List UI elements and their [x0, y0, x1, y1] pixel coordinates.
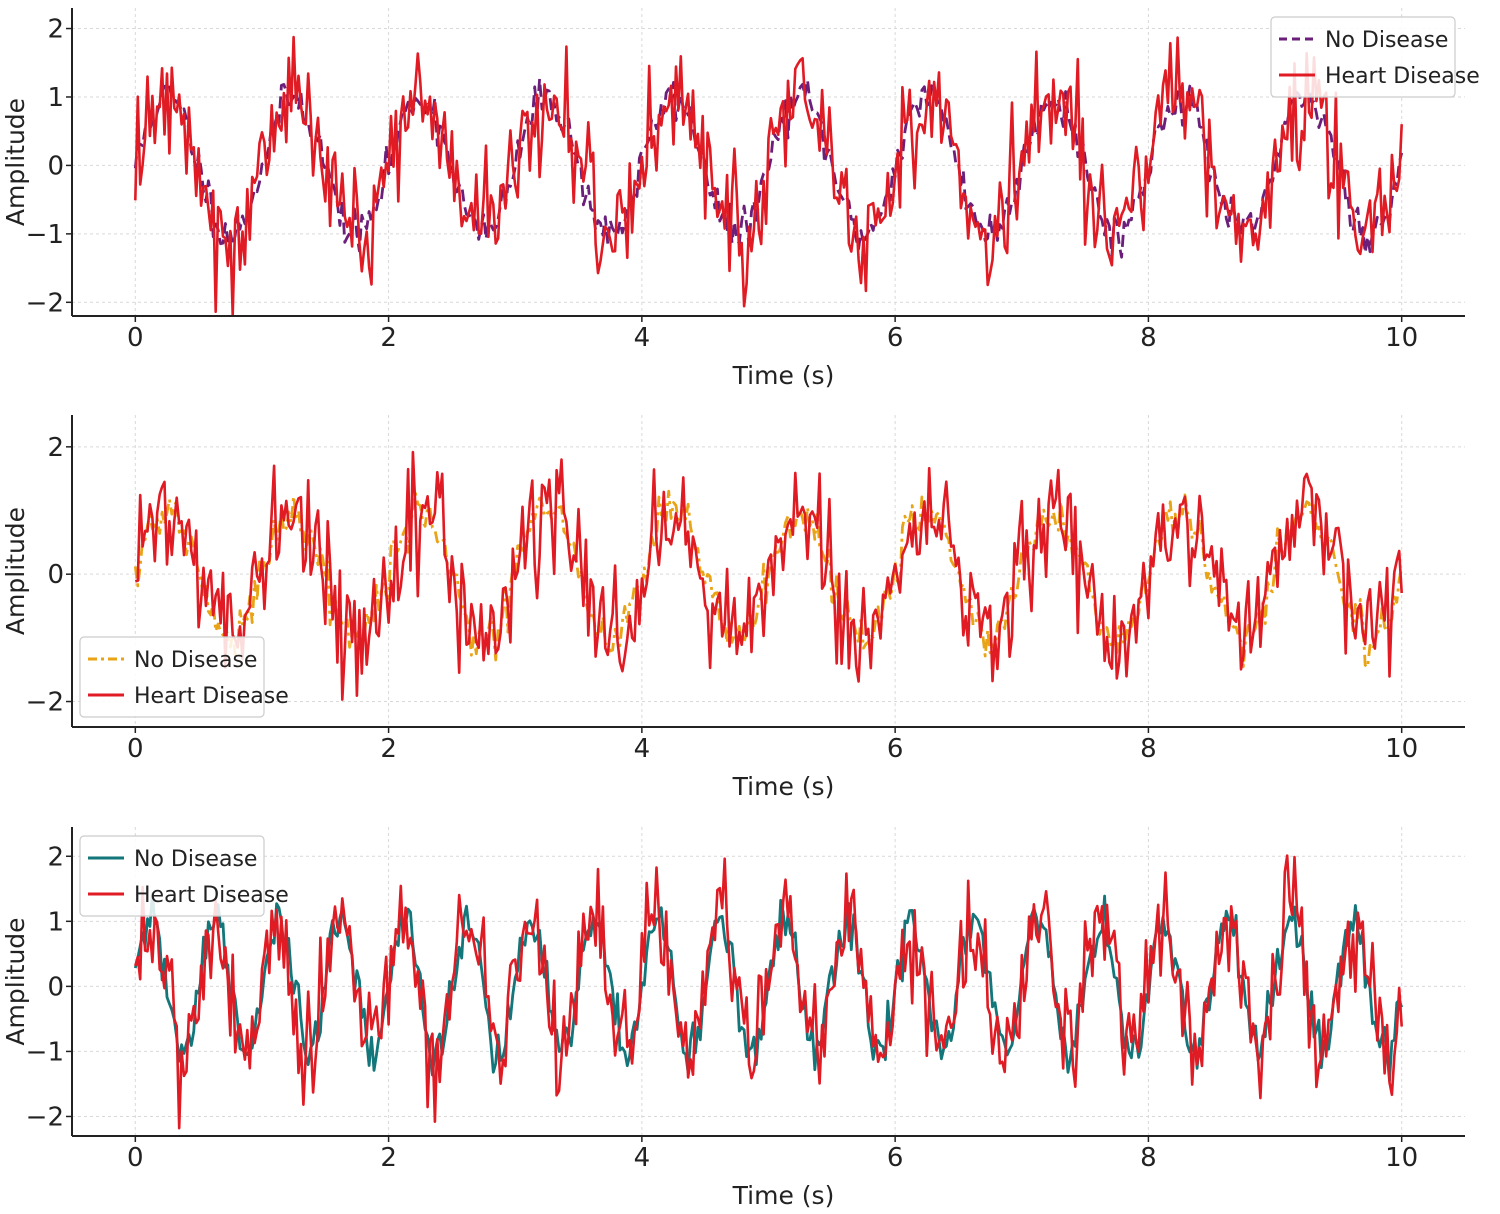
legend-box	[79, 636, 265, 718]
legend-box	[1270, 16, 1456, 98]
x-tick-label: 6	[887, 734, 904, 764]
y-tick-label: 0	[47, 972, 64, 1002]
series-line-heart-disease	[134, 35, 1403, 316]
panel-3: 0 2 4 6 8 10 −2 −1 0 1 2 Time (s) Amplitude No Diseas…	[1, 827, 1465, 1210]
y-tick-label: −2	[26, 1102, 64, 1132]
legend-label: Heart Disease	[134, 684, 289, 709]
x-tick-label: 10	[1385, 323, 1418, 353]
y-tick-label: 1	[47, 83, 64, 113]
series-group	[133, 35, 1404, 316]
series-line-no-disease	[133, 77, 1404, 259]
x-axis-label: Time (s)	[732, 361, 835, 390]
legend-label: No Disease	[134, 648, 257, 673]
x-tick-label: 8	[1140, 734, 1157, 764]
y-tick-label: 2	[47, 15, 64, 45]
y-tick-label: −1	[26, 1037, 64, 1067]
legend: No Disease Heart Disease	[79, 636, 289, 718]
x-tick-label: 6	[887, 323, 904, 353]
series-group	[133, 854, 1404, 1130]
x-tick-label: 10	[1385, 734, 1418, 764]
x-tick-label: 4	[634, 323, 651, 353]
x-tick-label: 0	[127, 734, 144, 764]
x-tick-label: 8	[1140, 323, 1157, 353]
y-axis-label: Amplitude	[1, 98, 30, 226]
series-line-heart-disease	[134, 450, 1403, 701]
y-tick-label: 0	[47, 560, 64, 590]
y-axis-label: Amplitude	[1, 507, 30, 635]
x-tick-label: 10	[1385, 1143, 1418, 1173]
x-tick-label: 0	[127, 1143, 144, 1173]
y-tick-label: 2	[47, 842, 64, 872]
x-tick-label: 2	[380, 734, 397, 764]
panel-2: 0 2 4 6 8 10 −2 0 2 Time (s) Amplitude No Disease He…	[1, 415, 1465, 801]
y-tick-label: 1	[47, 907, 64, 937]
legend-label: No Disease	[1325, 28, 1448, 53]
x-tick-label: 8	[1140, 1143, 1157, 1173]
x-tick-label: 6	[887, 1143, 904, 1173]
y-axis-label: Amplitude	[1, 917, 30, 1045]
y-tick-label: 2	[47, 433, 64, 463]
y-tick-label: −2	[26, 688, 64, 718]
x-axis-label: Time (s)	[732, 1181, 835, 1210]
series-line-heart-disease	[134, 854, 1403, 1130]
legend: No Disease Heart Disease	[1270, 16, 1480, 98]
panel-1: 0 2 4 6 8 10 −2 −1 0 1 2 Time (s) Amplitude No Diseas…	[1, 8, 1480, 390]
x-tick-label: 2	[380, 1143, 397, 1173]
series-group	[133, 450, 1404, 701]
legend-label: Heart Disease	[134, 883, 289, 908]
legend-label: Heart Disease	[1325, 64, 1480, 89]
y-tick-label: −2	[26, 288, 64, 318]
x-tick-label: 2	[380, 323, 397, 353]
x-tick-label: 0	[127, 323, 144, 353]
legend-box	[79, 835, 265, 917]
x-tick-label: 4	[634, 734, 651, 764]
y-tick-label: 0	[47, 151, 64, 181]
y-tick-label: −1	[26, 220, 64, 250]
legend: No Disease Heart Disease	[79, 835, 289, 917]
legend-label: No Disease	[134, 847, 257, 872]
x-axis-label: Time (s)	[732, 772, 835, 801]
x-tick-label: 4	[634, 1143, 651, 1173]
